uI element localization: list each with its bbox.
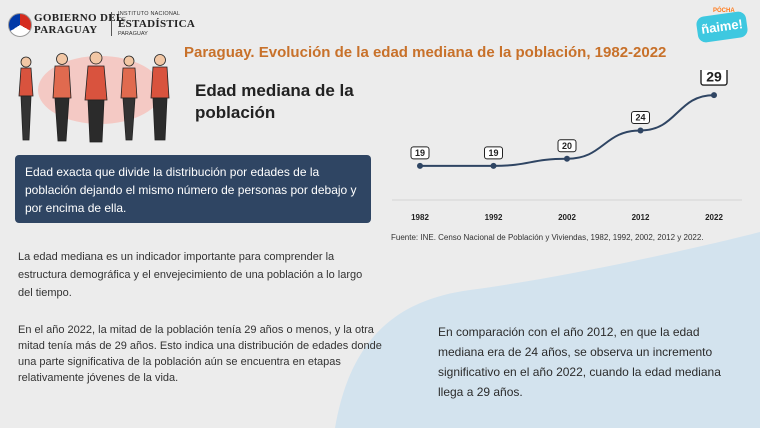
x-tick-label: 2002 — [558, 213, 576, 222]
data-point — [711, 92, 717, 99]
data-label: 19 — [488, 148, 498, 158]
paragraph-2022: En el año 2022, la mitad de la población… — [18, 324, 382, 384]
person-4 — [120, 55, 138, 141]
x-tick-label: 2012 — [632, 213, 650, 222]
data-label-box — [631, 110, 650, 124]
person-2 — [52, 53, 72, 142]
indicator-subtitle: Edad mediana de la población — [195, 81, 354, 122]
x-tick-label: 2022 — [705, 213, 723, 222]
definition-text: Edad exacta que divide la distribución p… — [25, 165, 357, 215]
gobierno-logo-line2: PARAGUAY — [34, 24, 98, 36]
gobierno-logo-line1: GOBIERNO DEL — [34, 12, 124, 24]
data-label-box — [410, 146, 430, 160]
paragraph-comparison: En comparación con el año 2012, en que l… — [438, 325, 721, 399]
data-point — [637, 127, 644, 134]
person-5 — [150, 54, 170, 141]
series-line — [420, 94, 715, 167]
data-label-box — [700, 70, 728, 86]
median-age-line-chart: 19 1982 19 1992 20 2002 24 2012 29 2022 — [392, 70, 742, 222]
data-label-box — [484, 146, 503, 160]
pocha-naime-logo: PÓCHA ñaime! — [693, 6, 753, 44]
person-3 — [84, 51, 108, 143]
people-illustration — [18, 51, 170, 143]
data-point — [490, 162, 497, 169]
paraguay-seal-icon — [8, 13, 32, 37]
aime-logo-top: PÓCHA — [713, 8, 735, 14]
ine-logo-line2: ESTADÍSTICA — [118, 18, 196, 30]
person-1 — [18, 56, 34, 141]
gobierno-ine-logo: GOBIERNO DEL PARAGUAY INSTITUTO NACIONAL… — [8, 10, 195, 40]
data-point — [564, 155, 570, 162]
x-tick-label: 1992 — [485, 213, 503, 222]
paragraph-importance: La edad mediana es un indicador importan… — [18, 251, 363, 299]
data-label: 29 — [706, 70, 722, 85]
chart-title: Paraguay. Evolución de la edad mediana d… — [184, 44, 667, 61]
ine-logo-line1: INSTITUTO NACIONAL DE — [118, 11, 180, 23]
definition-box: Edad exacta que divide la distribución p… — [15, 155, 371, 223]
ine-logo-line3: PARAGUAY — [118, 31, 148, 37]
x-tick-label: 1982 — [411, 213, 429, 222]
data-label-box — [557, 139, 577, 153]
data-label: 24 — [635, 112, 645, 122]
data-label: 20 — [562, 141, 572, 151]
logo-divider — [111, 12, 112, 36]
data-point — [417, 162, 423, 169]
data-label: 19 — [415, 148, 425, 158]
source-note: Fuente: INE. Censo Nacional de Población… — [391, 233, 704, 242]
